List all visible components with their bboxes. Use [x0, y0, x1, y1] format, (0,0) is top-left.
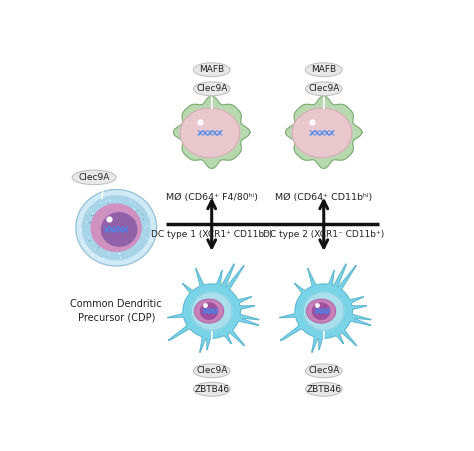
Ellipse shape [305, 382, 342, 396]
Text: ZBTB46: ZBTB46 [194, 385, 229, 394]
Polygon shape [307, 299, 336, 323]
Text: Clec9A: Clec9A [196, 84, 228, 93]
Text: Clec9A: Clec9A [79, 173, 110, 182]
Text: Clec9A: Clec9A [196, 366, 228, 375]
Text: MAFB: MAFB [199, 65, 224, 74]
Ellipse shape [193, 63, 230, 77]
Ellipse shape [193, 82, 230, 96]
Ellipse shape [193, 382, 230, 396]
Text: MØ (CD64⁺ F4/80ʰⁱ): MØ (CD64⁺ F4/80ʰⁱ) [166, 193, 258, 202]
Text: Common Dendritic
Precursor (CDP): Common Dendritic Precursor (CDP) [70, 299, 162, 322]
Polygon shape [173, 96, 250, 168]
Polygon shape [191, 292, 232, 330]
Text: Clec9A: Clec9A [308, 366, 339, 375]
Ellipse shape [72, 170, 116, 185]
Text: MAFB: MAFB [311, 65, 337, 74]
Polygon shape [194, 299, 224, 323]
Text: MØ (CD64⁺ CD11bʰⁱ): MØ (CD64⁺ CD11bʰⁱ) [275, 193, 373, 202]
Polygon shape [76, 189, 156, 266]
Polygon shape [91, 204, 141, 251]
Polygon shape [285, 96, 362, 168]
Polygon shape [201, 303, 218, 319]
Ellipse shape [305, 364, 342, 378]
Polygon shape [292, 108, 352, 158]
Ellipse shape [305, 82, 342, 96]
Polygon shape [180, 108, 240, 158]
Ellipse shape [193, 364, 230, 378]
Polygon shape [303, 292, 344, 330]
Polygon shape [82, 196, 150, 260]
Text: DC type 1 (XCR1⁺ CD11b⁻): DC type 1 (XCR1⁺ CD11b⁻) [151, 230, 273, 239]
Text: DC type 2 (XCR1⁻ CD11b⁺): DC type 2 (XCR1⁻ CD11b⁺) [263, 230, 384, 239]
Text: ZBTB46: ZBTB46 [306, 385, 341, 394]
Polygon shape [167, 264, 259, 353]
Polygon shape [101, 213, 137, 246]
Text: Clec9A: Clec9A [308, 84, 339, 93]
Polygon shape [312, 303, 330, 319]
Polygon shape [280, 264, 371, 353]
Ellipse shape [305, 63, 342, 77]
